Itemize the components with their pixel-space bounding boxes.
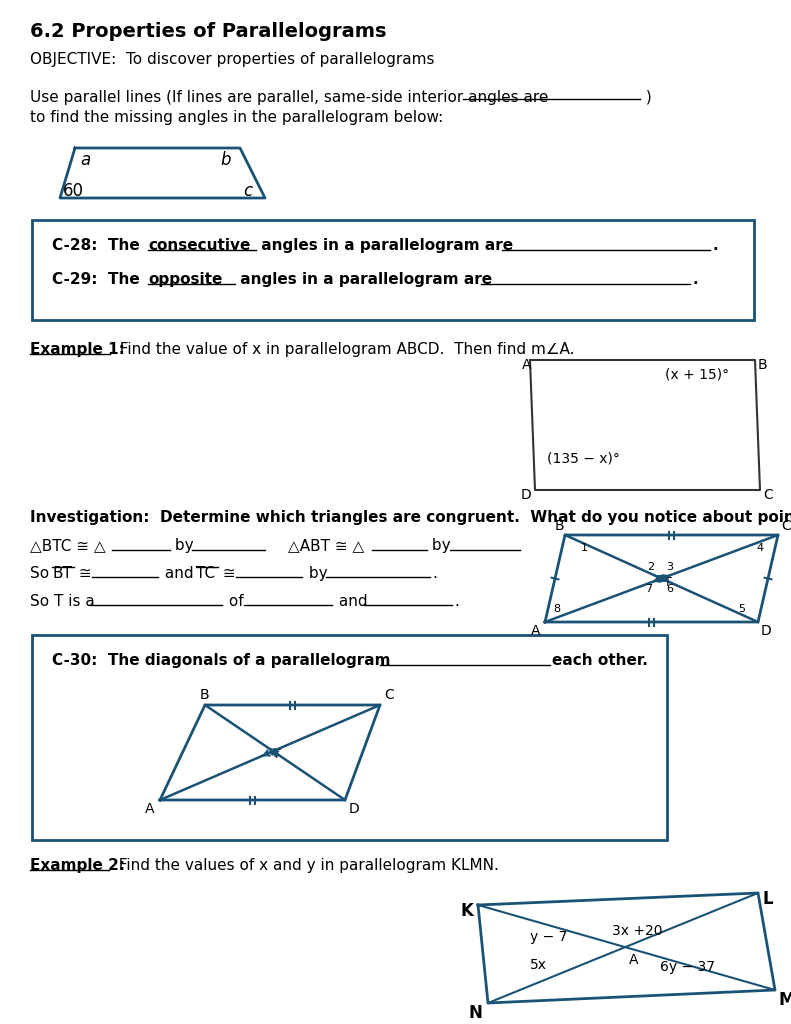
Text: ≅: ≅ [218, 566, 240, 581]
Text: T: T [273, 748, 281, 761]
Text: by: by [170, 538, 199, 553]
Text: C-30:  The diagonals of a parallelogram: C-30: The diagonals of a parallelogram [52, 653, 396, 668]
Text: ): ) [641, 90, 652, 105]
Text: N: N [468, 1004, 482, 1022]
Text: A: A [531, 624, 540, 638]
Text: B: B [555, 519, 565, 534]
Text: Example 2:: Example 2: [30, 858, 125, 873]
Text: D: D [349, 802, 360, 816]
Text: C-29:  The: C-29: The [52, 272, 145, 287]
Text: Find the values of x and y in parallelogram KLMN.: Find the values of x and y in parallelog… [109, 858, 499, 873]
Text: 3: 3 [667, 562, 673, 572]
Text: 5: 5 [738, 604, 745, 614]
Text: 8: 8 [553, 604, 560, 614]
Text: opposite: opposite [148, 272, 222, 287]
Text: B: B [200, 688, 210, 702]
Text: C-28:  The: C-28: The [52, 238, 145, 253]
Text: 60: 60 [63, 182, 84, 200]
Text: .: . [712, 238, 717, 253]
Text: c: c [243, 182, 252, 200]
Text: by: by [427, 538, 456, 553]
Text: (135 − x)°: (135 − x)° [547, 452, 620, 466]
Text: and: and [334, 594, 373, 609]
Text: y − 7: y − 7 [530, 930, 567, 944]
Text: △ABT ≅ △: △ABT ≅ △ [288, 538, 364, 553]
Text: D: D [761, 624, 772, 638]
Text: Investigation:  Determine which triangles are congruent.  What do you notice abo: Investigation: Determine which triangles… [30, 510, 791, 525]
Text: K: K [460, 902, 473, 920]
Text: consecutive: consecutive [148, 238, 251, 253]
Text: by: by [304, 566, 332, 581]
Text: A: A [629, 952, 638, 967]
Text: B: B [758, 358, 767, 372]
Text: to find the missing angles in the parallelogram below:: to find the missing angles in the parall… [30, 110, 443, 125]
Text: angles in a parallelogram are: angles in a parallelogram are [235, 272, 492, 287]
Text: So: So [30, 566, 54, 581]
Text: L: L [762, 890, 773, 908]
Text: Find the value of x in parallelogram ABCD.  Then find m∠A.: Find the value of x in parallelogram ABC… [110, 342, 574, 357]
Text: and: and [160, 566, 199, 581]
Text: C: C [781, 519, 791, 534]
Text: 1: 1 [581, 543, 588, 553]
Text: 3x +20: 3x +20 [612, 924, 663, 938]
Text: 6.2 Properties of Parallelograms: 6.2 Properties of Parallelograms [30, 22, 387, 41]
Text: A: A [145, 802, 154, 816]
Text: a: a [80, 151, 90, 169]
Text: 2: 2 [648, 562, 655, 572]
Text: So T is a: So T is a [30, 594, 100, 609]
Text: TC: TC [196, 566, 215, 581]
Text: each other.: each other. [552, 653, 648, 668]
Text: 7: 7 [645, 585, 653, 595]
Text: T: T [664, 575, 672, 589]
Text: M: M [779, 991, 791, 1009]
Text: D: D [521, 488, 532, 502]
Text: ≅: ≅ [74, 566, 97, 581]
Text: OBJECTIVE:  To discover properties of parallelograms: OBJECTIVE: To discover properties of par… [30, 52, 434, 67]
Bar [32, 635, 667, 840]
Text: 6: 6 [667, 585, 673, 595]
Text: of: of [224, 594, 248, 609]
Text: △BTC ≅ △: △BTC ≅ △ [30, 538, 106, 553]
Bar [32, 220, 754, 319]
Text: .: . [454, 594, 459, 609]
Text: .: . [432, 566, 437, 581]
Text: b: b [220, 151, 230, 169]
Text: (x + 15)°: (x + 15)° [665, 368, 729, 382]
Text: C: C [384, 688, 394, 702]
Text: C: C [763, 488, 773, 502]
Text: 4: 4 [756, 543, 763, 553]
Text: angles in a parallelogram are: angles in a parallelogram are [256, 238, 513, 253]
Text: Example 1:: Example 1: [30, 342, 125, 357]
Text: BT: BT [52, 566, 72, 581]
Text: Use parallel lines (If lines are parallel, same-side interior angles are: Use parallel lines (If lines are paralle… [30, 90, 548, 105]
Text: 6y − 37: 6y − 37 [660, 961, 715, 974]
Text: .: . [692, 272, 698, 287]
Text: 5x: 5x [530, 958, 547, 972]
Text: A: A [522, 358, 532, 372]
